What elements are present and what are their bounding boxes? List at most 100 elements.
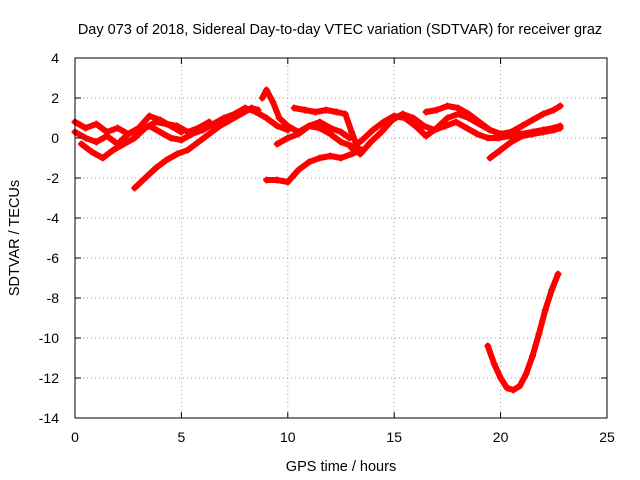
data-point: [273, 176, 281, 184]
data-series-track-7: [263, 146, 366, 186]
data-point: [156, 128, 164, 136]
data-point: [167, 134, 175, 142]
data-point: [141, 174, 149, 182]
data-point: [554, 270, 562, 278]
data-point: [99, 154, 107, 162]
data-point: [290, 104, 298, 112]
data-point: [109, 146, 117, 154]
data-series-track-11: [486, 124, 564, 162]
data-layer: [71, 86, 564, 394]
y-tick-label: -8: [47, 290, 60, 306]
data-point: [522, 370, 530, 378]
data-point: [484, 342, 492, 350]
data-point: [322, 106, 330, 114]
data-point: [454, 110, 462, 118]
data-point: [273, 122, 281, 130]
data-point: [497, 130, 505, 138]
data-point: [316, 124, 324, 132]
y-tick-label: 2: [51, 90, 59, 106]
data-series-track-12: [484, 270, 562, 394]
data-point: [443, 102, 451, 110]
data-point: [541, 306, 549, 314]
x-tick-label: 0: [71, 429, 79, 445]
data-point: [529, 130, 537, 138]
x-tick-label: 5: [178, 429, 186, 445]
data-point: [120, 140, 128, 148]
data-point: [507, 128, 515, 136]
data-point: [77, 140, 85, 148]
data-point: [92, 120, 100, 128]
data-point: [507, 138, 515, 146]
y-tick-label: 0: [51, 130, 59, 146]
data-point: [258, 94, 266, 102]
data-point: [518, 132, 526, 140]
data-point: [284, 178, 292, 186]
data-point: [124, 130, 132, 138]
data-point: [114, 124, 122, 132]
ticks: 0 5 10 15 20 25 -14 -12 -10 -8 -6 -4 -2 0 2 4: [39, 50, 615, 445]
data-point: [337, 138, 345, 146]
data-point: [550, 126, 558, 134]
data-point: [529, 116, 537, 124]
data-point: [550, 106, 558, 114]
data-point: [184, 128, 192, 136]
data-point: [263, 176, 271, 184]
data-point: [486, 126, 494, 134]
data-point: [311, 108, 319, 116]
plot-frame: [74, 57, 608, 419]
data-point: [473, 130, 481, 138]
data-point: [556, 102, 564, 110]
data-point: [539, 128, 547, 136]
x-tick-label: 20: [493, 429, 509, 445]
data-point: [516, 382, 524, 390]
y-tick-label: 4: [51, 50, 59, 66]
data-point: [273, 140, 281, 148]
data-point: [269, 98, 277, 106]
data-point: [518, 122, 526, 130]
data-point: [301, 106, 309, 114]
data-point: [173, 122, 181, 130]
data-point: [333, 108, 341, 116]
data-point: [367, 138, 375, 146]
data-point: [88, 148, 96, 156]
data-point: [475, 118, 483, 126]
data-point: [173, 150, 181, 158]
data-point: [356, 150, 364, 158]
data-point: [284, 134, 292, 142]
data-point: [263, 86, 271, 94]
data-point: [82, 134, 90, 142]
data-point: [305, 158, 313, 166]
data-point: [152, 118, 160, 126]
y-tick-label: -12: [39, 370, 59, 386]
data-point: [484, 134, 492, 142]
data-point: [337, 154, 345, 162]
data-point: [337, 128, 345, 136]
series-line: [484, 271, 562, 393]
data-point: [463, 124, 471, 132]
data-series-track-3: [77, 118, 213, 162]
data-point: [316, 118, 324, 126]
data-series-track-10: [422, 102, 564, 138]
data-point: [548, 286, 556, 294]
series-line: [263, 147, 366, 185]
data-point: [348, 128, 356, 136]
data-point: [226, 116, 234, 124]
data-point: [433, 124, 441, 132]
data-point: [433, 106, 441, 114]
data-point: [452, 118, 460, 126]
y-tick-label: -10: [39, 330, 59, 346]
data-series-track-4: [131, 104, 262, 192]
data-point: [420, 122, 428, 130]
data-point: [141, 124, 149, 132]
data-point: [103, 132, 111, 140]
data-point: [422, 108, 430, 116]
data-point: [326, 124, 334, 132]
data-point: [377, 128, 385, 136]
data-point: [145, 112, 153, 120]
data-point: [341, 110, 349, 118]
data-point: [163, 120, 171, 128]
data-point: [163, 156, 171, 164]
data-point: [503, 384, 511, 392]
data-point: [294, 166, 302, 174]
